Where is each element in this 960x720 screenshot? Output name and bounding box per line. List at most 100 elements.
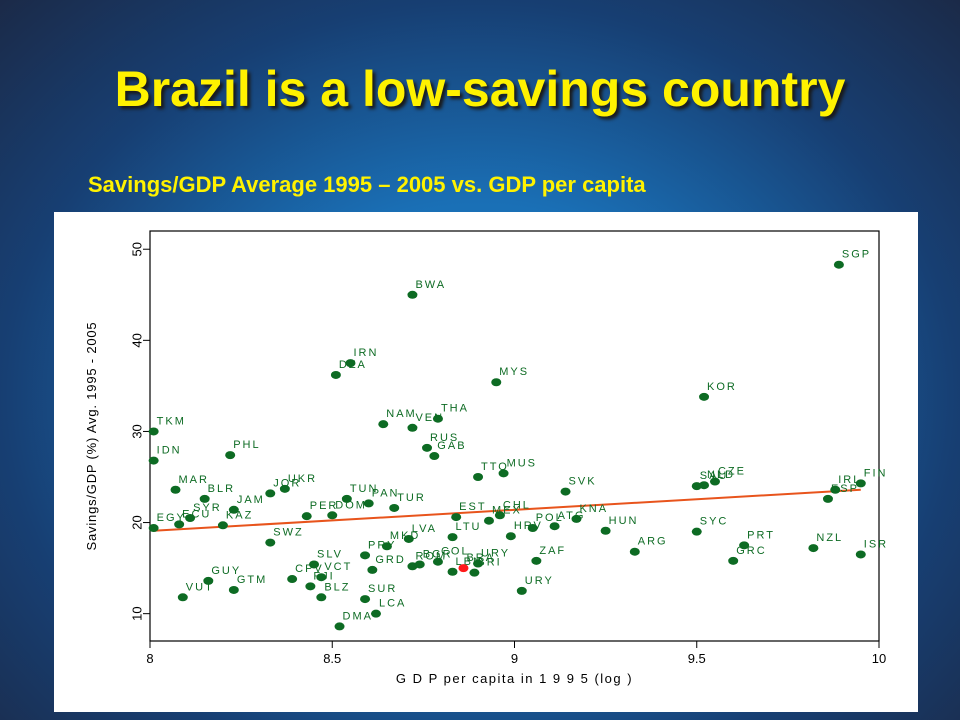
point-label: NZL: [816, 532, 843, 544]
y-tick-label: 10: [129, 606, 144, 620]
point-label: GUY: [211, 565, 241, 577]
x-tick-label: 8: [146, 651, 153, 666]
point-label: KAZ: [226, 509, 253, 521]
data-point: [305, 582, 316, 591]
point-label: PHL: [233, 439, 260, 451]
point-label: GRD: [375, 554, 405, 566]
point-label: DMA: [343, 610, 373, 622]
point-label: PER: [310, 500, 339, 512]
data-point: [403, 534, 414, 543]
point-label: BLZ: [324, 581, 350, 593]
point-label: IRN: [353, 347, 378, 359]
y-tick-label: 20: [129, 515, 144, 529]
data-point: [389, 503, 400, 512]
data-point: [473, 473, 484, 481]
point-label: MYS: [499, 366, 529, 378]
slide-title: Brazil is a low-savings country: [114, 61, 846, 117]
point-label: TKM: [157, 415, 186, 427]
point-label: BRI: [477, 557, 501, 569]
x-tick-label: 9.5: [688, 651, 706, 666]
point-label: IRL: [838, 474, 861, 486]
point-label: PRT: [747, 529, 775, 541]
y-tick-label: 50: [129, 242, 144, 256]
point-label: DOM: [335, 499, 367, 511]
point-label: ISR: [864, 538, 888, 550]
data-point: [739, 541, 750, 550]
data-point: [491, 378, 502, 387]
data-point: [279, 484, 290, 493]
point-label: GAB: [437, 440, 466, 452]
y-tick-label: 30: [129, 424, 144, 438]
point-label: SWZ: [273, 527, 303, 539]
data-point: [217, 521, 228, 530]
point-label: VUT: [186, 581, 214, 593]
data-point: [699, 481, 710, 490]
data-point: [429, 452, 440, 461]
highlight-point: [458, 564, 469, 573]
data-point: [341, 494, 352, 503]
data-point: [728, 556, 739, 565]
data-point: [600, 526, 611, 535]
data-point: [407, 290, 418, 299]
point-label: IDN: [157, 445, 182, 457]
data-point: [265, 538, 276, 547]
data-point: [316, 593, 327, 602]
point-label: JOR: [273, 477, 301, 489]
x-axis-label: G D P per capita in 1 9 9 5 (log ): [396, 671, 633, 686]
point-label: KOR: [707, 381, 737, 393]
chart-panel: 8 8.5 9 9.5 10 10 20 30 40 50 G D P per capita in …: [54, 212, 918, 712]
data-point: [549, 522, 560, 531]
point-label: URY: [525, 575, 554, 587]
point-label: ARG: [638, 536, 668, 548]
data-point: [432, 414, 443, 423]
data-point: [265, 489, 276, 498]
point-label: BGR: [423, 548, 453, 560]
data-point: [287, 575, 298, 584]
data-point: [494, 511, 505, 520]
data-point: [170, 485, 181, 494]
data-point: [360, 595, 371, 604]
data-point: [301, 512, 312, 521]
slide-subtitle: Savings/GDP Average 1995 – 2005 vs. GDP …: [88, 172, 646, 197]
data-point: [855, 479, 866, 488]
data-point: [833, 260, 844, 269]
data-point: [228, 585, 239, 594]
data-point: [432, 557, 443, 566]
point-label: PAN: [372, 487, 400, 499]
data-point: [316, 573, 327, 582]
point-label: HRV: [514, 520, 543, 532]
data-point: [199, 494, 210, 503]
data-point: [174, 520, 185, 529]
data-point: [469, 568, 480, 577]
data-point: [309, 560, 320, 569]
data-point: [629, 547, 640, 556]
x-tick-label: 8.5: [323, 651, 341, 666]
data-point: [498, 469, 509, 478]
point-label: MEX: [492, 505, 522, 517]
data-point: [855, 550, 866, 559]
data-point: [447, 567, 458, 576]
data-point: [414, 560, 425, 569]
point-label: ZAF: [539, 545, 566, 557]
data-point: [148, 456, 159, 465]
data-point: [203, 576, 214, 585]
point-label: ECU: [182, 508, 211, 520]
data-point: [148, 427, 159, 436]
point-label: BWA: [415, 279, 446, 291]
point-label: VCT: [324, 561, 352, 573]
point-label: SUR: [368, 583, 397, 595]
point-label: SGP: [842, 249, 871, 261]
data-point: [363, 499, 374, 508]
point-label: LTU: [456, 521, 482, 533]
point-label: CZE: [718, 466, 746, 478]
data-point: [378, 420, 389, 429]
point-label: LVA: [412, 523, 437, 535]
data-point: [822, 494, 833, 503]
point-label: PRY: [368, 539, 396, 551]
point-label: FIN: [864, 467, 888, 479]
point-label: POL: [536, 512, 564, 524]
point-label: CHL: [503, 499, 531, 511]
x-tick-label: 10: [872, 651, 886, 666]
point-label: KNA: [579, 503, 608, 515]
point-label: CPV: [295, 563, 324, 575]
